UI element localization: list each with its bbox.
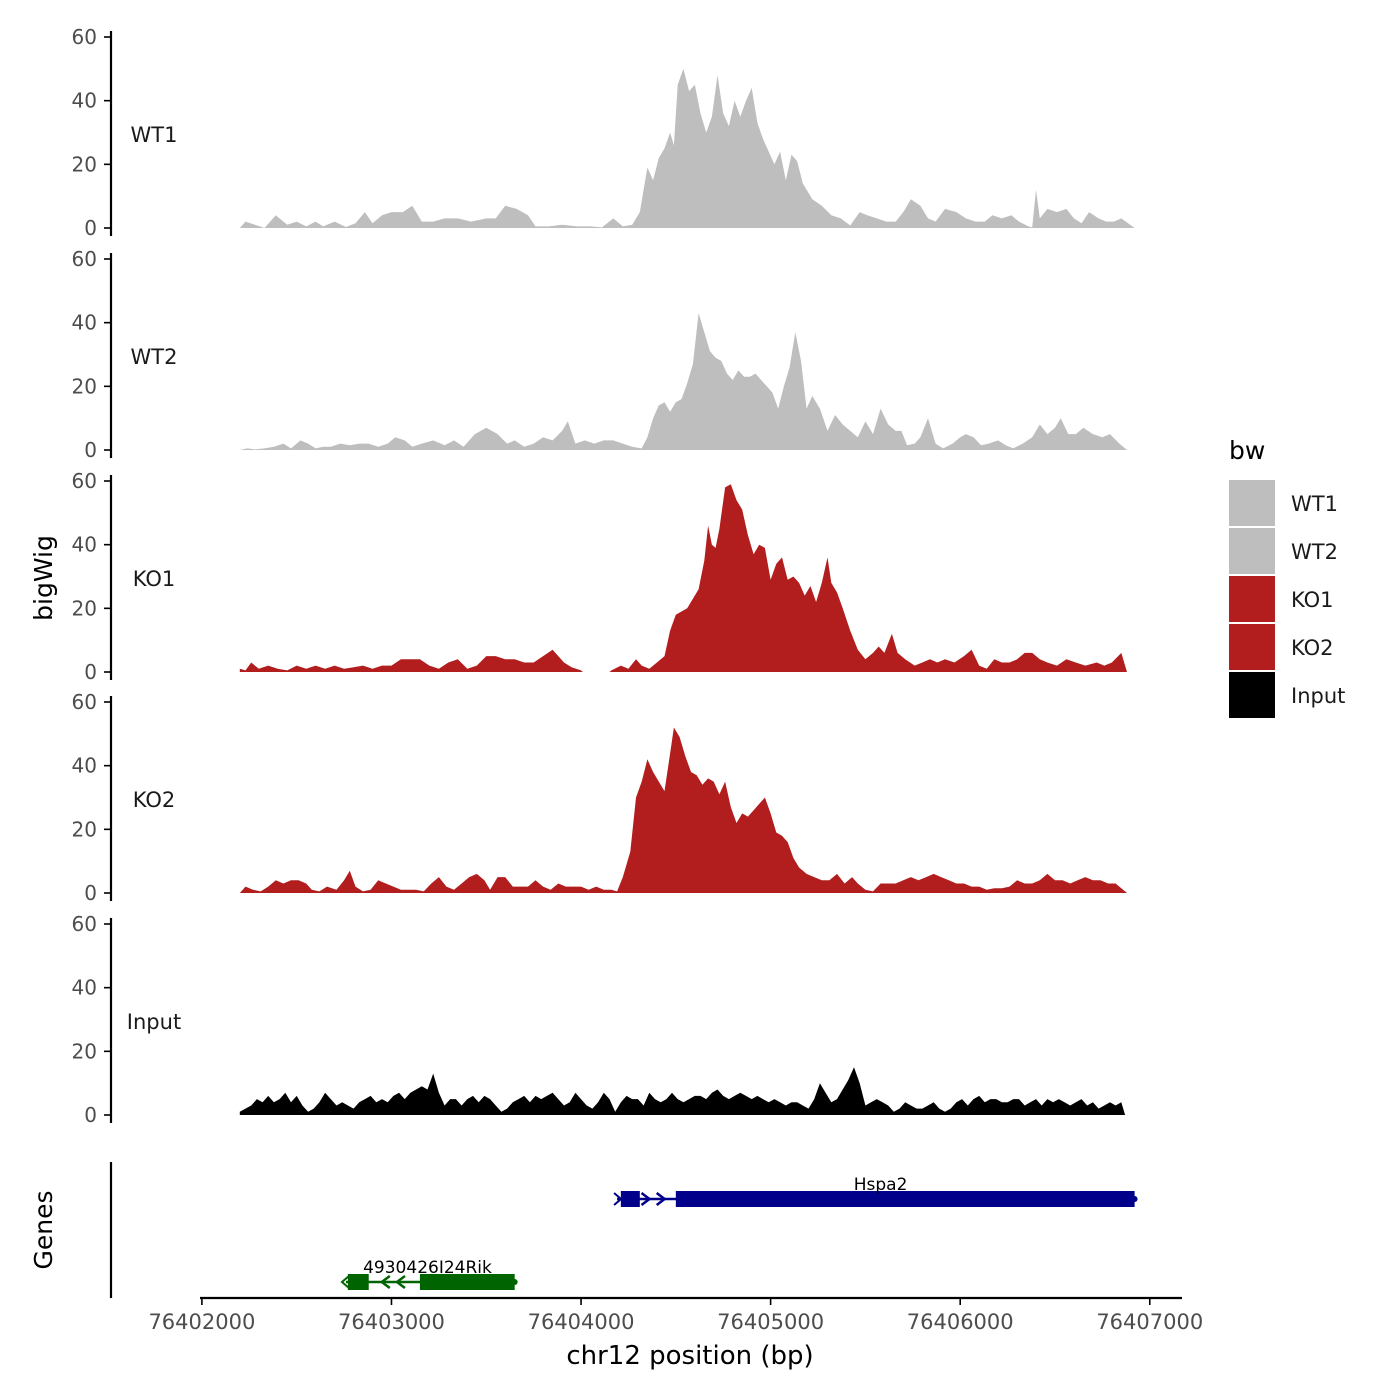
track-label: WT1: [131, 123, 178, 147]
legend-entry-wt1: WT1: [1229, 480, 1338, 526]
legend-label: KO1: [1291, 588, 1334, 612]
y-tick-label: 40: [72, 754, 97, 778]
y-tick-label: 0: [84, 881, 97, 905]
gene-4930426i24rik: 4930426I24Rik: [340, 1258, 518, 1290]
legend-entry-input: Input: [1229, 672, 1345, 718]
gene-hspa2: Hspa2: [613, 1175, 1138, 1207]
legend-label: WT2: [1291, 540, 1338, 564]
y-tick-label: 0: [84, 438, 97, 462]
signal-area-input: [239, 1067, 1126, 1115]
legend-title: bw: [1229, 436, 1265, 465]
x-tick-label: 76404000: [528, 1310, 635, 1334]
x-axis-title: chr12 position (bp): [566, 1341, 813, 1371]
gene-start-marker: [340, 1275, 350, 1289]
y-tick-label: 20: [72, 152, 97, 176]
legend-swatch: [1229, 480, 1275, 526]
track-panel-wt1: 0 20 40 60 WT1: [72, 25, 1135, 240]
legend-label: WT1: [1291, 492, 1338, 516]
gene-exon: [675, 1191, 1135, 1207]
y-tick-label: 40: [72, 311, 97, 335]
legend-swatch: [1229, 672, 1275, 718]
signal-area-wt1: [239, 68, 1135, 228]
y-tick-label: 60: [72, 912, 97, 936]
x-tick-label: 76405000: [717, 1310, 824, 1334]
y-tick-label: 0: [84, 216, 97, 240]
y-tick-label: 20: [72, 1039, 97, 1063]
y-tick-label: 60: [72, 25, 97, 49]
y-tick-label: 0: [84, 1103, 97, 1127]
track-label: WT2: [131, 345, 178, 369]
y-tick-label: 20: [72, 374, 97, 398]
legend-label: Input: [1291, 684, 1345, 708]
gene-end-marker: [511, 1279, 518, 1285]
y-tick-label: 60: [72, 469, 97, 493]
track-panel-wt2: 0 20 40 60 WT2: [72, 247, 1128, 462]
x-tick-label: 76407000: [1096, 1310, 1203, 1334]
legend: bw WT1 WT2 KO1 KO2 Input: [1229, 436, 1345, 718]
y-tick-label: 40: [72, 89, 97, 113]
legend-swatch: [1229, 624, 1275, 670]
x-tick-label: 76406000: [907, 1310, 1014, 1334]
x-tick-label: 76402000: [148, 1310, 255, 1334]
y-tick-label: 40: [72, 976, 97, 1000]
track-panel-ko2: 0 20 40 60 KO2: [72, 690, 1128, 905]
gene-name-label: 4930426I24Rik: [363, 1258, 492, 1278]
track-label: KO2: [133, 788, 176, 812]
legend-label: KO2: [1291, 636, 1334, 660]
y-tick-label: 60: [72, 690, 97, 714]
legend-swatch: [1229, 576, 1275, 622]
strand-arrow: [394, 1275, 406, 1289]
signal-area-wt2: [239, 313, 1128, 450]
gene-exon: [419, 1274, 515, 1290]
y-axis-title: bigWig: [29, 535, 58, 621]
x-axis: 76402000 76403000 76404000 76405000 76406000…: [148, 1296, 1203, 1334]
track-panels: 0 20 40 60 WT1 0 20 40 60 WT2 0 20 40 60 KO1 0 20 40 60 KO2…: [72, 25, 1135, 1127]
y-tick-label: 0: [84, 660, 97, 684]
legend-entry-ko1: KO1: [1229, 576, 1334, 622]
gene-exon: [347, 1274, 369, 1290]
strand-arrow: [640, 1192, 652, 1206]
genes-axis-title: Genes: [29, 1190, 58, 1269]
signal-area-ko1: [239, 484, 1128, 672]
gene-start-marker: [613, 1192, 623, 1206]
signal-area-ko2: [239, 727, 1128, 893]
legend-swatch: [1229, 528, 1275, 574]
y-tick-label: 20: [72, 596, 97, 620]
gene-exon: [620, 1191, 640, 1207]
y-tick-label: 40: [72, 533, 97, 557]
track-panel-input: 0 20 40 60 Input: [72, 912, 1126, 1127]
strand-arrow: [655, 1192, 667, 1206]
track-panel-ko1: 0 20 40 60 KO1: [72, 469, 1128, 684]
y-tick-label: 20: [72, 817, 97, 841]
gene-end-marker: [1131, 1196, 1138, 1202]
track-label: KO1: [133, 567, 176, 591]
y-tick-label: 60: [72, 247, 97, 271]
genes-panel: Genes Hspa2 4930426I24Rik: [29, 1162, 1138, 1298]
strand-arrow: [379, 1275, 391, 1289]
gene-name-label: Hspa2: [854, 1175, 908, 1195]
legend-entry-wt2: WT2: [1229, 528, 1338, 574]
track-label: Input: [127, 1010, 181, 1034]
x-tick-label: 76403000: [338, 1310, 445, 1334]
legend-entry-ko2: KO2: [1229, 624, 1334, 670]
